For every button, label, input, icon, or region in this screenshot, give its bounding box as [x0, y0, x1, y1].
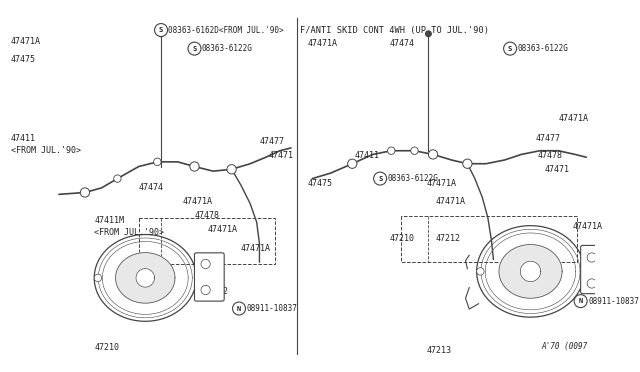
Circle shape	[477, 268, 484, 275]
Text: 47471A: 47471A	[426, 179, 456, 187]
Text: 47210: 47210	[389, 234, 415, 243]
Circle shape	[227, 165, 236, 174]
Text: 47477: 47477	[259, 137, 284, 146]
Text: 47478: 47478	[195, 211, 220, 220]
Text: 47212: 47212	[204, 287, 228, 296]
Text: 47471A: 47471A	[241, 244, 271, 253]
Text: 47477: 47477	[535, 134, 560, 143]
Text: S: S	[508, 46, 512, 52]
Text: <FROM JUL.'90>: <FROM JUL.'90>	[94, 228, 164, 237]
Circle shape	[374, 172, 387, 185]
Text: S: S	[159, 27, 163, 33]
Circle shape	[587, 279, 596, 288]
Text: 47212: 47212	[436, 234, 461, 243]
Circle shape	[426, 31, 431, 36]
Text: 47471A: 47471A	[436, 197, 466, 206]
Text: N: N	[237, 305, 241, 311]
Circle shape	[114, 175, 121, 182]
Text: F/ANTI SKID CONT 4WH (UP TO JUL.'90): F/ANTI SKID CONT 4WH (UP TO JUL.'90)	[300, 26, 490, 35]
Circle shape	[232, 302, 246, 315]
Text: 47475: 47475	[11, 55, 36, 64]
Circle shape	[190, 162, 199, 171]
Text: 47471A: 47471A	[572, 222, 602, 231]
Text: 47210: 47210	[94, 343, 119, 352]
Circle shape	[411, 147, 418, 154]
Polygon shape	[477, 226, 584, 317]
Circle shape	[80, 188, 90, 197]
Circle shape	[201, 285, 211, 295]
Circle shape	[201, 259, 211, 269]
Circle shape	[574, 295, 587, 308]
Circle shape	[188, 42, 201, 55]
Circle shape	[428, 150, 438, 159]
Text: 47471A: 47471A	[182, 197, 212, 206]
Text: 08911-10837: 08911-10837	[246, 304, 298, 313]
FancyBboxPatch shape	[580, 246, 611, 294]
Text: 47471: 47471	[545, 165, 570, 174]
Circle shape	[388, 147, 395, 154]
Text: S: S	[378, 176, 382, 182]
Text: 47478: 47478	[538, 151, 563, 160]
Circle shape	[587, 253, 596, 262]
Text: 47474: 47474	[389, 39, 415, 48]
Text: S: S	[193, 46, 196, 52]
Text: <FROM JUL.'90>: <FROM JUL.'90>	[11, 146, 81, 155]
Text: 47411M: 47411M	[94, 216, 124, 225]
Text: 08363-6162D<FROM JUL.'90>: 08363-6162D<FROM JUL.'90>	[168, 26, 284, 35]
Circle shape	[463, 159, 472, 169]
Circle shape	[504, 42, 516, 55]
Polygon shape	[116, 253, 175, 303]
Polygon shape	[136, 269, 154, 287]
Text: 47213: 47213	[426, 346, 452, 355]
Polygon shape	[520, 261, 541, 282]
Text: 47471A: 47471A	[11, 36, 41, 45]
Text: 08363-6122G: 08363-6122G	[388, 174, 438, 183]
FancyBboxPatch shape	[195, 253, 224, 301]
Text: 47471A: 47471A	[308, 39, 338, 48]
Text: 47475: 47475	[308, 179, 333, 187]
Text: 08911-10837: 08911-10837	[588, 296, 639, 306]
Text: N: N	[579, 298, 583, 304]
Circle shape	[94, 274, 102, 282]
Text: 47471A: 47471A	[558, 113, 588, 123]
Text: 08363-6122G: 08363-6122G	[202, 44, 253, 53]
Circle shape	[154, 158, 161, 166]
Circle shape	[158, 31, 164, 36]
Text: 47411: 47411	[11, 134, 36, 143]
Circle shape	[154, 23, 168, 36]
Polygon shape	[94, 234, 196, 321]
Text: A'70 (0097: A'70 (0097	[542, 342, 588, 351]
Text: 47471A: 47471A	[207, 225, 237, 234]
Text: 08363-6122G: 08363-6122G	[518, 44, 568, 53]
Polygon shape	[499, 244, 562, 298]
Text: 47474: 47474	[139, 183, 164, 192]
Text: 47411: 47411	[354, 151, 379, 160]
Circle shape	[348, 159, 357, 169]
Text: 47471: 47471	[269, 151, 294, 160]
